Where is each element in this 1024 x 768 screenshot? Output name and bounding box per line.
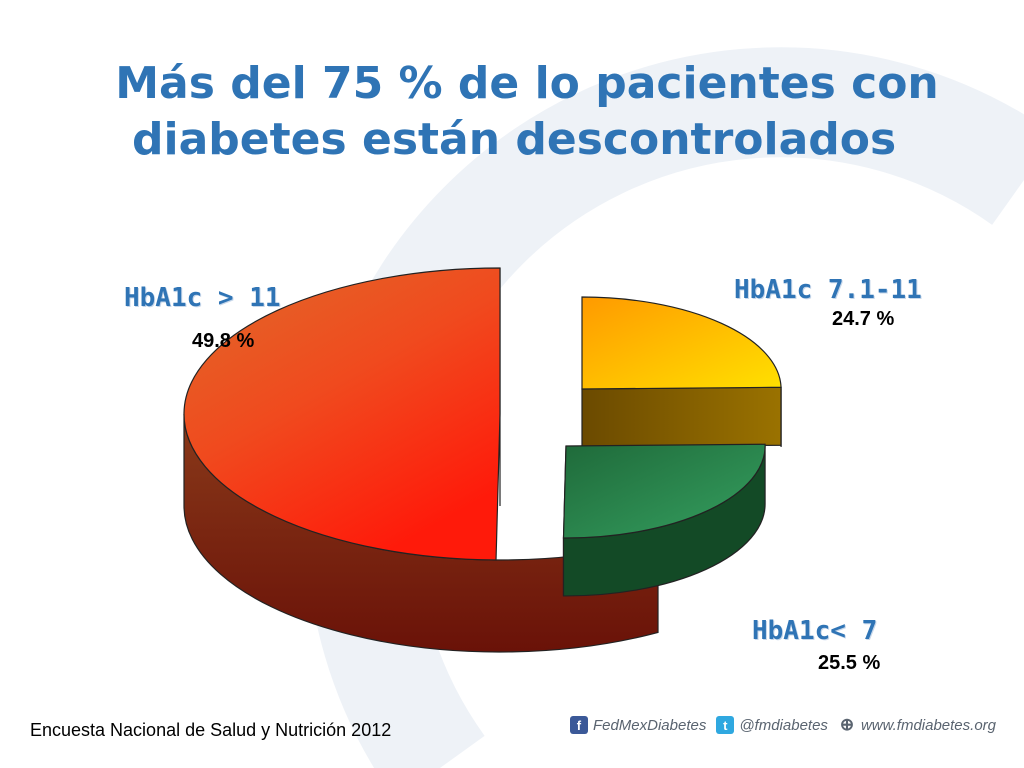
slice-high-top	[183, 267, 501, 561]
website-link[interactable]: ⊕ www.fmdiabetes.org	[838, 715, 996, 734]
slice-mid-top	[581, 296, 782, 390]
twitter-handle: @fmdiabetes	[739, 716, 828, 734]
twitter-icon: t	[716, 716, 735, 734]
twitter-link[interactable]: t @fmdiabetes	[716, 716, 828, 734]
facebook-link[interactable]: f FedMexDiabetes	[569, 716, 707, 734]
source-note: Encuesta Nacional de Salud y Nutrición 2…	[30, 720, 392, 740]
footer-social: f FedMexDiabetes t @fmdiabetes ⊕ www.fmd…	[569, 715, 996, 734]
facebook-handle: FedMexDiabetes	[592, 716, 707, 734]
label-value-mid: 24.7 %	[832, 308, 895, 330]
globe-icon: ⊕	[839, 715, 855, 734]
label-value-low: 25.5 %	[818, 652, 881, 674]
label-value-high: 49.8 %	[192, 330, 255, 352]
label-category-mid: HbA1c 7.1-11	[734, 275, 922, 305]
title-line-1: Más del 75 % de lo pacientes con	[115, 58, 939, 109]
facebook-icon: f	[569, 716, 588, 734]
slice-low-top	[562, 443, 766, 539]
label-category-high: HbA1c > 11	[124, 283, 281, 313]
website-url: www.fmdiabetes.org	[860, 716, 996, 734]
slice-mid-cut	[581, 386, 782, 448]
title-line-2: diabetes están descontrolados	[132, 114, 897, 165]
page-title: Más del 75 % de lo pacientes con diabete…	[0, 56, 1024, 168]
label-category-low: HbA1c< 7	[752, 616, 878, 646]
